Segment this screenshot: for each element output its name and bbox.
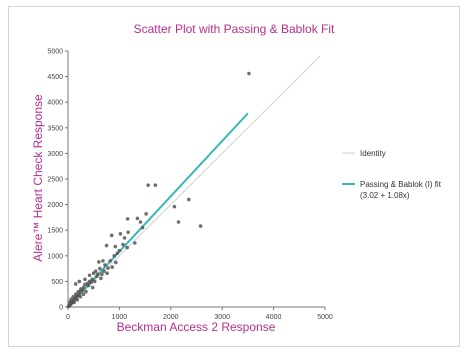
- lines-layer: [67, 55, 321, 308]
- scatter-point: [84, 289, 88, 294]
- x-tick-label: 5000: [317, 314, 333, 321]
- x-tick-label: 4000: [266, 314, 282, 321]
- scatter-point: [110, 265, 115, 269]
- scatter-point: [93, 269, 98, 273]
- y-tick-label: 0: [59, 305, 63, 312]
- legend-fit-label: Passing & Bablok (I) fit: [360, 180, 442, 189]
- scatter-point: [79, 287, 83, 291]
- scatter-point: [186, 197, 191, 202]
- scatter-point: [106, 266, 110, 270]
- scatter-point: [133, 241, 137, 245]
- scatter-point: [140, 225, 145, 230]
- y-tick-label: 4000: [47, 100, 63, 107]
- scatter-point: [83, 277, 87, 282]
- y-tick-label: 3000: [47, 151, 63, 158]
- chart-title: Scatter Plot with Passing & Bablok Fit: [134, 22, 335, 36]
- legend: Identity Passing & Bablok (I) fit (3.02 …: [342, 149, 442, 200]
- y-tick-label: 2000: [47, 202, 63, 209]
- scatter-point: [153, 183, 158, 187]
- scatter-point: [121, 242, 125, 247]
- scatter-point: [122, 236, 127, 240]
- scatter-point: [109, 233, 114, 238]
- scatter-point: [126, 230, 130, 235]
- y-tick-label: 3500: [47, 125, 63, 132]
- legend-fit-equation: (3.02 + 1.08x): [360, 191, 410, 200]
- scatter-point: [101, 259, 105, 263]
- x-tick-labels: 0 1000 2000 3000 4000 5000: [66, 307, 333, 321]
- scatter-point: [117, 248, 122, 253]
- scatter-point: [78, 294, 83, 299]
- x-tick-label: 2000: [163, 314, 179, 321]
- scatter-point: [71, 294, 75, 299]
- scatter-point: [144, 212, 148, 216]
- y-axis-label: Alere™ Heart Check Response: [31, 94, 45, 262]
- scatter-point: [68, 300, 72, 304]
- scatter-point: [125, 217, 130, 221]
- scatter-point: [138, 220, 143, 224]
- scatter-point: [77, 279, 82, 284]
- scatter-point: [125, 245, 129, 250]
- scatter-point: [102, 269, 106, 273]
- scatter-point: [97, 260, 101, 264]
- scatter-point: [103, 263, 107, 267]
- x-tick-label: 0: [66, 314, 70, 321]
- passing-bablok-fit-line: [67, 112, 249, 308]
- x-tick-label: 3000: [214, 314, 230, 321]
- scatter-point: [99, 276, 103, 281]
- x-axis-label: Beckman Access 2 Response: [117, 320, 276, 334]
- scatter-point: [247, 71, 251, 76]
- scatter-point: [100, 272, 104, 277]
- y-tick-label: 2500: [47, 177, 63, 184]
- scatter-point: [135, 216, 140, 221]
- scatter-point: [113, 244, 118, 249]
- x-tick-label: 1000: [112, 314, 128, 321]
- scatter-point: [114, 260, 118, 265]
- scatter-point: [89, 280, 93, 285]
- y-tick-label: 1500: [47, 228, 63, 235]
- scatter-point: [86, 283, 91, 288]
- scatter-point: [90, 277, 94, 282]
- y-tick-label: 4500: [47, 74, 63, 81]
- y-tick-labels: 0 500 1000 1500 2000 2500 3000 3500 4000 4500 5000: [47, 49, 68, 312]
- scatter-point: [198, 224, 203, 228]
- scatter-point: [104, 243, 109, 248]
- scatter-point: [90, 285, 95, 290]
- scatter-point: [96, 272, 100, 277]
- scatter-point: [72, 300, 76, 305]
- scatter-point: [75, 298, 80, 302]
- scatter-point: [76, 289, 81, 294]
- scatter-point: [176, 220, 181, 224]
- scatter-point: [112, 254, 117, 258]
- scatter-point: [66, 304, 71, 309]
- scatter-point: [98, 266, 102, 271]
- scatter-point: [105, 271, 109, 276]
- points-layer: [66, 71, 251, 309]
- scatter-point: [108, 259, 112, 263]
- y-tick-label: 500: [51, 279, 63, 286]
- y-tick-label: 5000: [47, 49, 63, 56]
- scatter-point: [92, 279, 97, 284]
- scatter-point: [81, 292, 86, 297]
- legend-identity-label: Identity: [360, 149, 386, 158]
- scatter-point: [73, 292, 78, 297]
- scatter-point: [73, 282, 78, 286]
- identity-line: [67, 55, 321, 308]
- scatter-point: [146, 183, 150, 187]
- scatter-point: [83, 282, 87, 287]
- scatter-point: [118, 231, 123, 236]
- y-tick-label: 1000: [47, 253, 63, 260]
- scatter-point: [172, 204, 177, 209]
- scatter-point: [115, 251, 120, 256]
- scatter-point: [87, 273, 92, 278]
